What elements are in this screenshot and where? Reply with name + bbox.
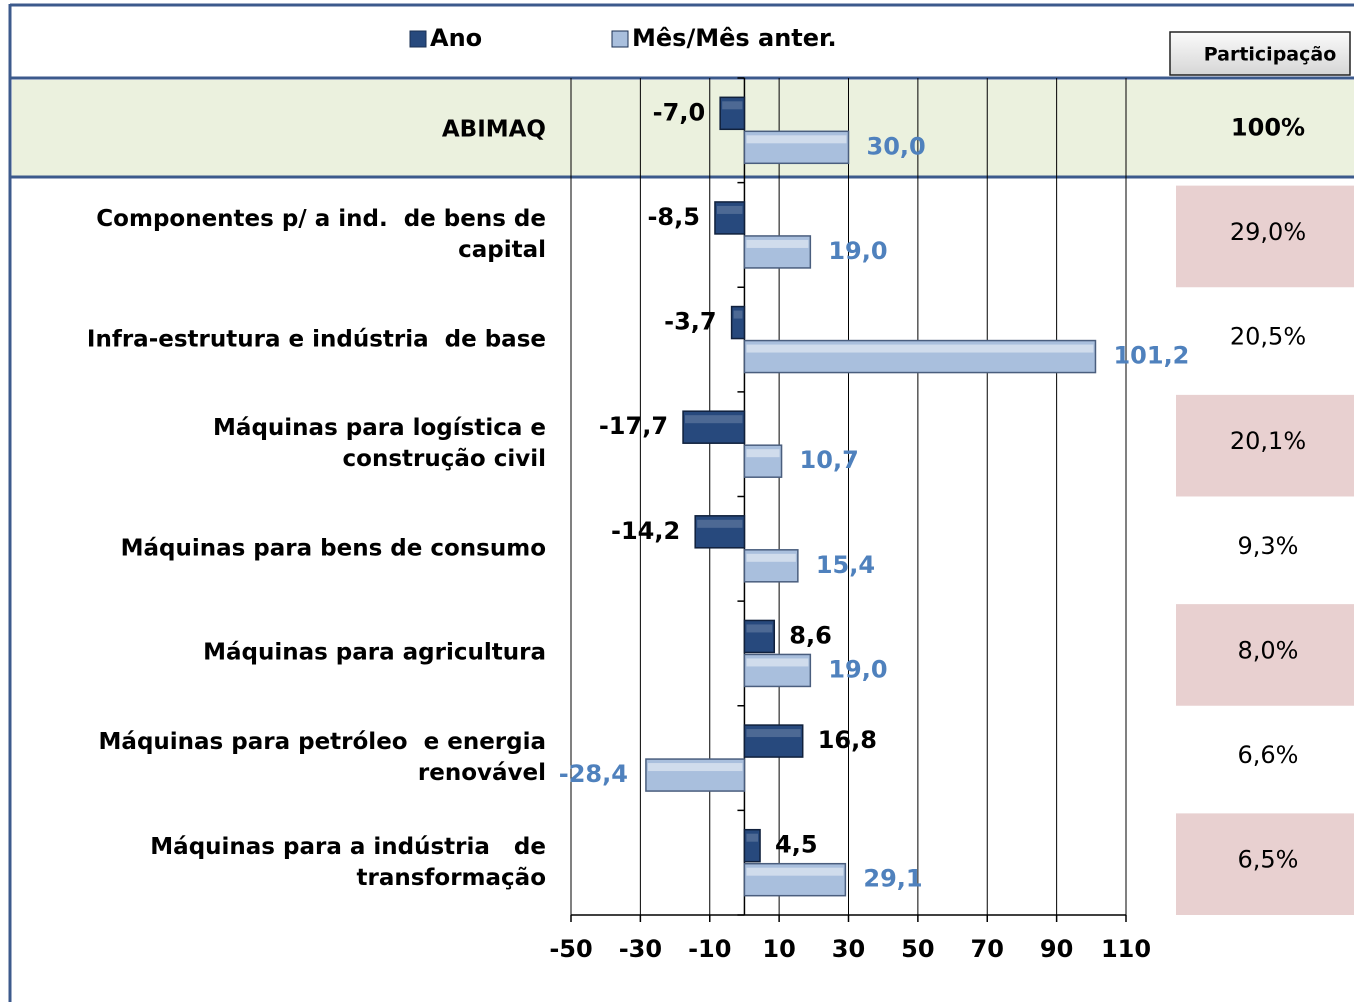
share-value: 6,5% bbox=[1238, 846, 1299, 874]
value-label: -17,7 bbox=[599, 412, 668, 440]
value-label: 4,5 bbox=[775, 831, 818, 859]
value-label: 15,4 bbox=[816, 551, 875, 579]
value-label: 30,0 bbox=[867, 132, 926, 160]
category-label: Máquinas para logística e construção civ… bbox=[213, 415, 546, 473]
category-label: Infra-estrutura e indústria de base bbox=[86, 326, 546, 353]
bar bbox=[743, 444, 783, 478]
value-label: 10,7 bbox=[800, 446, 859, 474]
bar-sheen bbox=[733, 310, 743, 319]
highlight-band bbox=[12, 80, 1354, 176]
category-label: Máquinas para bens de consumo bbox=[120, 535, 546, 562]
bar-sheen bbox=[685, 415, 743, 424]
value-label: -28,4 bbox=[559, 760, 628, 788]
bar bbox=[743, 724, 804, 758]
bar bbox=[743, 653, 812, 688]
bar-sheen bbox=[746, 729, 801, 738]
share-cell bbox=[1176, 813, 1354, 915]
x-tick-label: 90 bbox=[1040, 935, 1073, 963]
share-cell bbox=[1176, 185, 1354, 288]
share-value: 20,5% bbox=[1230, 323, 1306, 351]
legend-label: Ano bbox=[430, 24, 482, 52]
x-tick-label: -50 bbox=[549, 935, 592, 963]
bar-sheen bbox=[722, 101, 743, 110]
bar bbox=[743, 339, 1097, 374]
bar bbox=[714, 201, 746, 235]
bar bbox=[730, 305, 746, 340]
bar-sheen bbox=[746, 239, 809, 248]
value-label: -8,5 bbox=[647, 203, 699, 231]
category-label: Máquinas para agricultura bbox=[203, 639, 546, 666]
legend-label: Mês/Mês anter. bbox=[632, 24, 837, 52]
bar-sheen bbox=[697, 519, 743, 528]
share-value: 29,0% bbox=[1230, 218, 1306, 246]
x-tick-label: -10 bbox=[688, 935, 731, 963]
value-label: 19,0 bbox=[828, 655, 887, 683]
x-tick-label: -30 bbox=[619, 935, 662, 963]
bar bbox=[743, 828, 761, 863]
share-value: 100% bbox=[1231, 113, 1305, 141]
share-value: 6,6% bbox=[1238, 741, 1299, 769]
value-label: 8,6 bbox=[789, 621, 832, 649]
bar bbox=[743, 235, 812, 269]
share-value: 8,0% bbox=[1238, 636, 1299, 664]
bar bbox=[743, 619, 776, 654]
bar-sheen bbox=[746, 624, 773, 633]
bar-sheen bbox=[746, 867, 844, 876]
share-value: 20,1% bbox=[1230, 427, 1306, 455]
bar-sheen bbox=[716, 205, 743, 214]
bar bbox=[719, 96, 746, 131]
bar-sheen bbox=[746, 135, 847, 144]
bar bbox=[743, 130, 850, 165]
bar-sheen bbox=[746, 344, 1094, 353]
x-tick-label: 70 bbox=[971, 935, 1004, 963]
x-tick-label: 50 bbox=[901, 935, 934, 963]
value-label: -7,0 bbox=[653, 98, 705, 126]
value-label: -3,7 bbox=[664, 308, 716, 336]
bar bbox=[645, 758, 746, 792]
bar-sheen bbox=[647, 763, 743, 772]
share-cell bbox=[1176, 394, 1354, 497]
bar-sheen bbox=[746, 658, 809, 667]
share-title: Participação bbox=[1204, 44, 1337, 66]
bar bbox=[694, 515, 746, 549]
share-value: 9,3% bbox=[1238, 532, 1299, 560]
value-label: 101,2 bbox=[1113, 342, 1189, 370]
share-header bbox=[1169, 31, 1351, 76]
bar-sheen bbox=[746, 833, 759, 842]
bar-sheen bbox=[746, 449, 780, 458]
value-label: -14,2 bbox=[611, 517, 680, 545]
value-label: 16,8 bbox=[818, 726, 877, 754]
share-cell bbox=[1176, 604, 1354, 706]
category-label: Máquinas para petróleo e energia renováv… bbox=[98, 729, 546, 787]
category-label: ABIMAQ bbox=[441, 116, 546, 143]
bar-sheen bbox=[746, 553, 796, 562]
bar bbox=[743, 862, 847, 897]
bar bbox=[743, 549, 799, 583]
category-label: Máquinas para a indústria de transformaç… bbox=[150, 833, 546, 891]
x-tick-label: 10 bbox=[762, 935, 795, 963]
value-label: 19,0 bbox=[828, 237, 887, 265]
value-label: 29,1 bbox=[863, 865, 922, 893]
category-label: Componentes p/ a ind. de bens de capital bbox=[96, 205, 546, 263]
legend-swatch bbox=[611, 30, 629, 48]
x-tick-label: 110 bbox=[1101, 935, 1151, 963]
legend-swatch bbox=[409, 30, 427, 48]
bar bbox=[682, 410, 746, 444]
x-tick-label: 30 bbox=[832, 935, 865, 963]
